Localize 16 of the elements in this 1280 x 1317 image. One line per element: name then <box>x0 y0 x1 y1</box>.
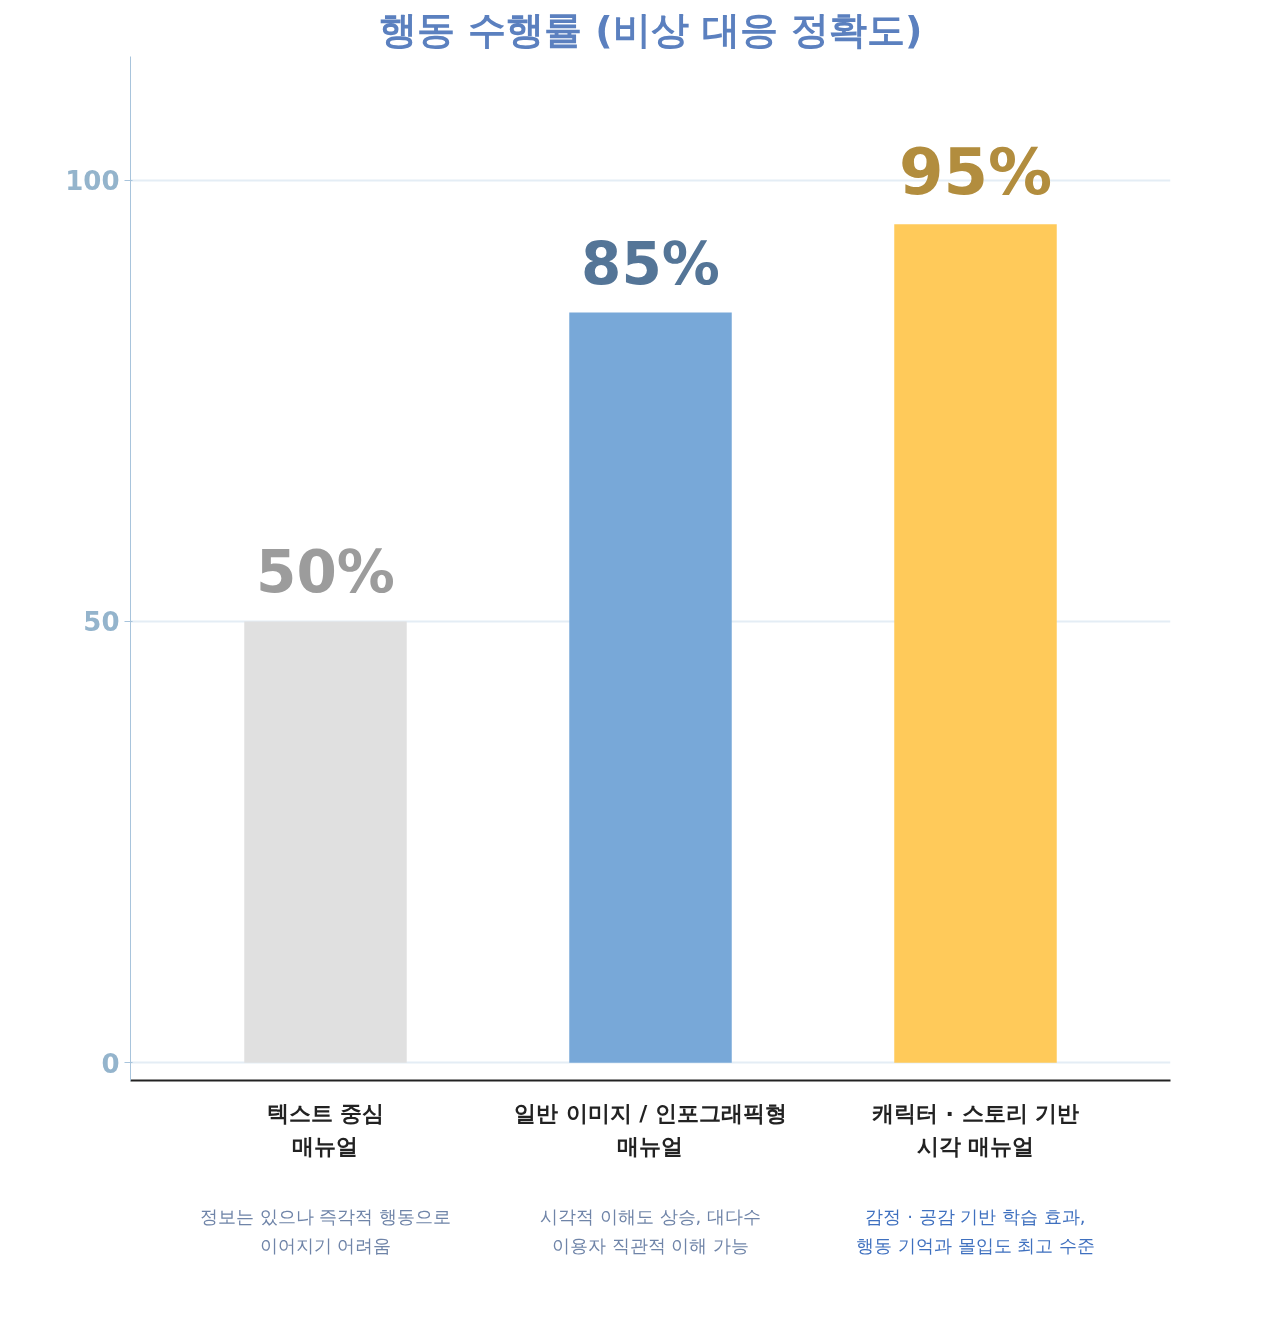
chart-title: 행동 수행률 (비상 대응 정확도) <box>378 7 923 52</box>
x-tick-label: 일반 이미지 / 인포그래픽형 매뉴얼 <box>513 1101 788 1159</box>
y-tick-label: 100 <box>65 166 120 197</box>
data-label: 95% <box>898 135 1053 210</box>
text: 감정 · 공감 기반 학습 효과, 행동 기억과 몰입도 최고 수준 <box>856 1206 1095 1257</box>
x-tick-label: 캐릭터 · 스토리 기반 시각 매뉴얼 <box>871 1101 1080 1159</box>
x-tick-label: 텍스트 중심 매뉴얼 <box>266 1101 385 1159</box>
y-tick-label: 0 <box>101 1048 120 1079</box>
text: 시각적 이해도 상승, 대다수 이용자 직관적 이해 가능 <box>540 1206 761 1257</box>
y-tick-label: 50 <box>83 607 120 638</box>
bar <box>894 224 1057 1063</box>
bar <box>569 312 732 1063</box>
data-label: 85% <box>581 229 720 298</box>
text: 정보는 있으나 즉각적 행동으로 이어지기 어려움 <box>199 1206 452 1257</box>
bar <box>244 621 407 1063</box>
data-label: 50% <box>256 538 395 607</box>
